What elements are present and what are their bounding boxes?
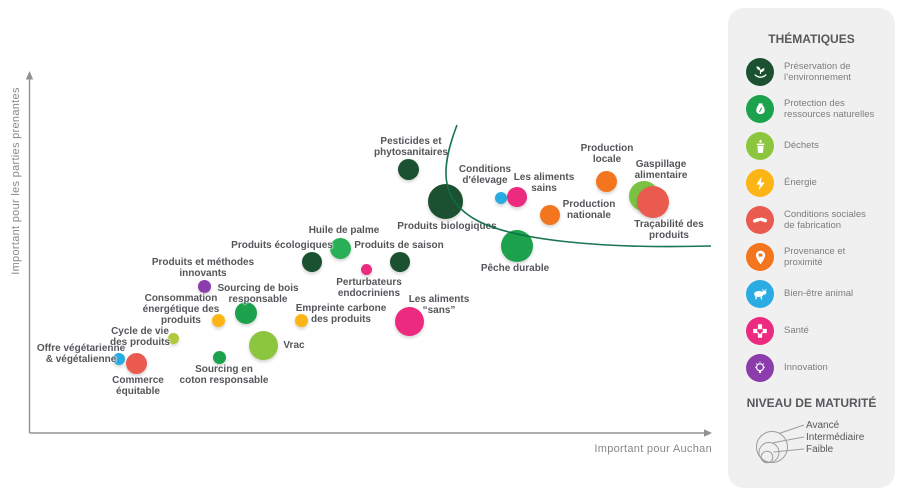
theme-legend-label: Santé [784, 325, 809, 337]
bubble-consommation-energetique [211, 313, 225, 327]
maturity-title: NIVEAU DE MATURITÉ [746, 396, 877, 410]
map-pin-icon [746, 243, 774, 271]
bubble-label-produits-methodes-innovants: Produits et méthodes innovants [151, 257, 255, 280]
y-axis-arrowhead [25, 71, 34, 80]
bubble-label-peche-durable: Pêche durable [480, 263, 550, 274]
theme-legend-item-8: Santé [736, 317, 887, 345]
bubble-label-production-locale: Production locale [580, 143, 634, 166]
bubble-production-locale [595, 170, 617, 192]
bubble-label-les-aliments-sains: Les aliments sains [513, 172, 575, 195]
bubble-pesticides-phytosanitaires [397, 158, 419, 180]
bubble-empreinte-carbone [294, 313, 308, 327]
theme-legend-label: Protection des ressources naturelles [784, 97, 875, 120]
maturity-diagram: Avancé Intermédiaire Faible [742, 418, 887, 470]
theme-legend-item-6: Provenance et proximité [736, 243, 887, 271]
bubble-sourcing-bois-responsable [235, 302, 257, 324]
bolt-icon [746, 169, 774, 197]
handshake-icon [746, 206, 774, 234]
sack-icon [746, 95, 774, 123]
bubble-peche-durable [501, 230, 533, 262]
bubble-label-produits-biologiques: Produits biologiques [397, 221, 497, 232]
bubble-huile-de-palme [329, 237, 351, 259]
bubble-label-sourcing-bois-responsable: Sourcing de bois responsable [217, 283, 299, 306]
theme-legend-item-2: Protection des ressources naturelles [736, 95, 887, 123]
bubble-label-vrac: Vrac [283, 340, 305, 351]
x-axis-label: Important pour Auchan [594, 443, 712, 455]
bubble-cycle-de-vie-des-produits [167, 332, 179, 344]
maturity-level-label-intermédiaire: Intermédiaire [806, 432, 865, 443]
bubble-label-tracabilite-des-produits: Traçabilité des produits [634, 219, 704, 242]
maturity-level-label-avancé: Avancé [806, 420, 840, 431]
bubble-produits-methodes-innovants [197, 279, 211, 293]
theme-legend-label: Innovation [784, 362, 828, 374]
bubble-label-production-nationale: Production nationale [562, 199, 616, 222]
maturity-circles-icon [756, 424, 805, 464]
x-axis-arrowhead [704, 429, 712, 437]
maturity-level-label-faible: Faible [806, 444, 834, 455]
theme-legend-label: Énergie [784, 177, 817, 189]
trash-icon [746, 132, 774, 160]
bubble-produits-ecologiques [302, 252, 322, 272]
bulb-icon [746, 354, 774, 382]
cow-icon [746, 280, 774, 308]
theme-legend-item-9: Innovation [736, 354, 887, 382]
theme-legend-item-1: Préservation de l’environnement [736, 58, 887, 86]
bubble-conditions-delevage [495, 192, 507, 204]
bubble-commerce-equitable [125, 352, 147, 374]
y-axis-label: Important pour les parties prenantes [10, 87, 22, 275]
bubble-tracabilite-des-produits [637, 186, 669, 218]
themes-title: THÉMATIQUES [768, 32, 855, 46]
bubble-produits-de-saison [390, 252, 410, 272]
bubble-offre-vegetarienne [113, 353, 125, 365]
bubble-label-produits-ecologiques: Produits écologiques [231, 240, 333, 251]
bubble-label-huile-de-palme: Huile de palme [308, 225, 380, 236]
bubble-label-pesticides-phytosanitaires: Pesticides et phytosanitaires [374, 136, 448, 159]
theme-legend-item-7: Bien-être animal [736, 280, 887, 308]
theme-legend-label: Conditions sociales de fabrication [784, 208, 866, 231]
health-cross-icon [746, 317, 774, 345]
bubble-label-les-aliments-sans: Les aliments “sans” [408, 294, 470, 317]
theme-legend-item-3: Déchets [736, 132, 887, 160]
bubble-production-nationale [540, 205, 560, 225]
bubble-label-perturbateurs-endocriniens: Perturbateurs endocriniens [336, 277, 402, 300]
bubble-label-commerce-equitable: Commerce équitable [112, 375, 164, 398]
theme-legend-label: Préservation de l’environnement [784, 60, 852, 83]
bubble-label-empreinte-carbone: Empreinte carbone des produits [295, 303, 387, 326]
theme-legend-item-4: Énergie [736, 169, 887, 197]
theme-legend-label: Bien-être animal [784, 288, 854, 300]
theme-legend-item-5: Conditions sociales de fabrication [736, 206, 887, 234]
bubble-label-consommation-energetique: Consommation énergétique des produits [142, 293, 220, 327]
bubble-vrac [248, 330, 278, 360]
bubble-label-produits-de-saison: Produits de saison [354, 240, 444, 251]
plant-hand-icon [746, 58, 774, 86]
bubble-sourcing-coton-responsable [212, 350, 226, 364]
bubble-label-sourcing-coton-responsable: Sourcing en coton responsable [179, 364, 269, 387]
bubble-label-offre-vegetarienne: Offre végétarienne & végétalienne [36, 343, 126, 366]
bubble-label-gaspillage-alimentaire: Gaspillage alimentaire [634, 159, 688, 182]
themes-list: Préservation de l’environnement Protectio… [736, 58, 887, 382]
legend-sidebar: THÉMATIQUES Préservation de l’environnem… [728, 8, 895, 488]
bubble-produits-biologiques [427, 183, 463, 219]
theme-legend-label: Provenance et proximité [784, 245, 846, 268]
bubble-perturbateurs-endocriniens [360, 263, 372, 275]
bubble-label-cycle-de-vie-des-produits: Cycle de vie des produits [109, 326, 171, 349]
bubble-les-aliments-sans [394, 306, 424, 336]
theme-legend-label: Déchets [784, 140, 819, 152]
bubble-label-conditions-delevage: Conditions d'élevage [458, 164, 512, 187]
